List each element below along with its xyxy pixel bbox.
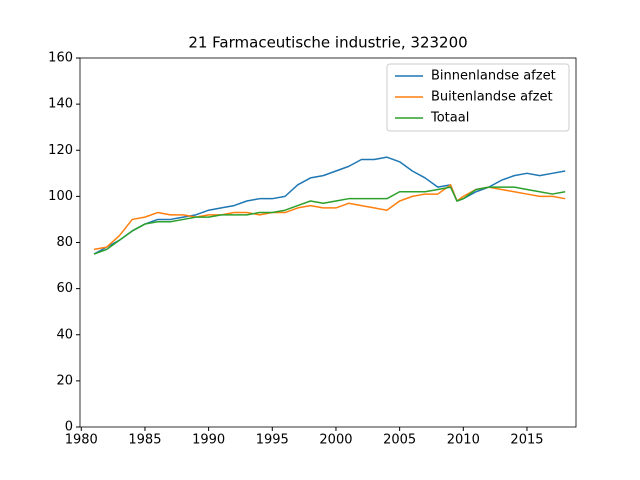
series-line [93,156,566,255]
axes-frame [79,57,577,428]
y-tick-label: 60 [56,281,73,296]
y-tick-label: 20 [56,373,73,388]
x-tick-label: 2010 [447,433,480,448]
y-tick-label: 160 [48,51,73,66]
x-tick-label: 1995 [256,433,289,448]
x-tick-label: 1980 [65,433,98,448]
legend-label: Binnenlandse afzet [431,69,556,84]
series-line [93,186,566,255]
x-tick-label: 1985 [128,433,161,448]
y-tick-label: 140 [48,97,73,112]
x-tick-label: 1990 [192,433,225,448]
chart-title: 21 Farmaceutische industrie, 323200 [188,34,467,52]
legend-label: Buitenlandse afzet [431,90,553,105]
y-tick-label: 80 [56,235,73,250]
y-tick-label: 100 [48,189,73,204]
x-tick-label: 2005 [383,433,416,448]
legend-label: Totaal [430,111,469,126]
y-tick-label: 120 [48,143,73,158]
x-tick-label: 2000 [319,433,352,448]
x-tick-label: 2015 [510,433,543,448]
y-tick-label: 40 [56,327,73,342]
y-tick-label: 0 [65,420,73,435]
legend-box [386,63,570,132]
